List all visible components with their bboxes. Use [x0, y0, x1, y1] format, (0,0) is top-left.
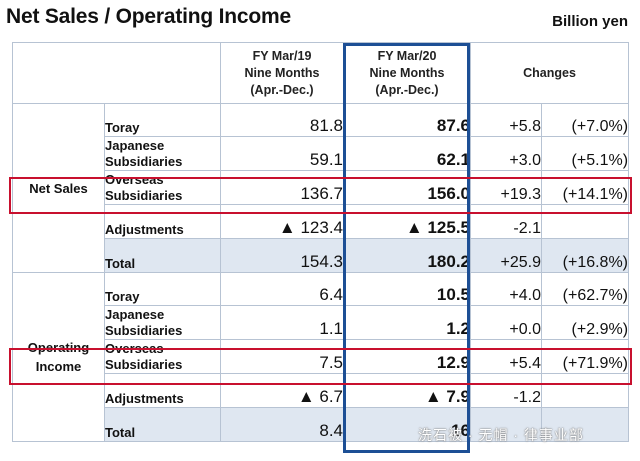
row-label-line: Subsidiaries — [105, 323, 183, 338]
table-row: Japanese Subsidiaries 59.1 62.1 +3.0 (+5… — [13, 136, 630, 171]
row-label: Japanese Subsidiaries — [104, 305, 221, 340]
row-label: Overseas Subsidiaries — [104, 170, 221, 205]
fy19-value: ▲ 6.7 — [220, 373, 344, 408]
change-percent — [540, 204, 630, 239]
row-label-line: Adjustments — [105, 222, 184, 237]
row-label-line: Toray — [105, 120, 140, 135]
change-value: +0.0 — [470, 305, 542, 340]
fy19-value: 1.1 — [220, 305, 344, 340]
change-percent: (+5.1%) — [540, 136, 630, 171]
header-fy20-line: (Apr.-Dec.) — [375, 82, 439, 97]
row-label: Toray — [104, 103, 221, 137]
row-label-line: Total — [105, 425, 136, 440]
table-row: Japanese Subsidiaries 1.1 1.2 +0.0 (+2.9… — [13, 305, 630, 340]
header-blank — [12, 42, 221, 104]
section-label: Operating — [27, 340, 90, 355]
header-changes: Changes — [469, 42, 630, 104]
row-label-line: Overseas — [105, 172, 164, 187]
header-fy19-line: FY Mar/19 — [252, 48, 312, 63]
fy20-value: 62.1 — [343, 136, 471, 171]
table-row: Adjustments ▲ 6.7 ▲ 7.9 -1.2 — [13, 373, 630, 408]
fy20-value: 12.9 — [343, 339, 471, 374]
row-label: Total — [104, 407, 221, 442]
table-row: Adjustments ▲ 123.4 ▲ 125.5 -2.1 — [13, 204, 630, 239]
unit-label: Billion yen — [552, 13, 628, 30]
row-label-line: Adjustments — [105, 391, 184, 406]
fy20-value: 1.2 — [343, 305, 471, 340]
header-fy20: FY Mar/20 Nine Months (Apr.-Dec.) — [343, 42, 471, 104]
fy20-value: ▲ 7.9 — [343, 373, 471, 408]
row-label: Toray — [104, 272, 221, 306]
fy20-value: ▲ 125.5 — [343, 204, 471, 239]
fy20-value: 180.2 — [343, 238, 471, 273]
fy19-value: 7.5 — [220, 339, 344, 374]
fy19-value: 8.4 — [220, 407, 344, 442]
section-label: Income — [35, 359, 82, 374]
row-label: Adjustments — [104, 204, 221, 239]
row-label-line: Overseas — [105, 341, 164, 356]
section-label: Net Sales — [29, 180, 88, 196]
fy20-value: 16 — [343, 407, 471, 442]
fy19-value: ▲ 123.4 — [220, 204, 344, 239]
section-operating-income: Operating Income — [12, 272, 105, 442]
row-label: Adjustments — [104, 373, 221, 408]
fy19-value: 6.4 — [220, 272, 344, 306]
change-percent: (+16.8%) — [540, 238, 630, 273]
change-value: +25.9 — [470, 238, 542, 273]
change-value: -2.1 — [470, 204, 542, 239]
change-percent — [540, 407, 630, 442]
table-row: Operating Income Toray 6.4 10.5 +4.0 (+6… — [12, 272, 630, 442]
fy19-value: 136.7 — [220, 170, 344, 205]
change-value: -1.2 — [470, 373, 542, 408]
header-fy19-line: (Apr.-Dec.) — [250, 82, 314, 97]
change-value: +5.4 — [470, 339, 542, 374]
fy20-value: 10.5 — [343, 272, 471, 306]
table-row: Overseas Subsidiaries 7.5 12.9 +5.4 (+71… — [13, 339, 630, 374]
row-label-line: Subsidiaries — [105, 357, 183, 372]
page-title: Net Sales / Operating Income — [6, 5, 291, 28]
change-percent: (+62.7%) — [540, 272, 630, 306]
header-fy19-line: Nine Months — [244, 65, 320, 80]
row-label: Total — [104, 238, 221, 273]
change-value: +5.8 — [470, 103, 542, 137]
change-percent: (+2.9%) — [540, 305, 630, 340]
header-fy20-line: Nine Months — [369, 65, 445, 80]
row-label-line: Subsidiaries — [105, 154, 183, 169]
fy20-value: 156.0 — [343, 170, 471, 205]
change-percent: (+14.1%) — [540, 170, 630, 205]
fy19-value: 59.1 — [220, 136, 344, 171]
row-label-line: Subsidiaries — [105, 188, 183, 203]
financial-table: FY Mar/19 Nine Months (Apr.-Dec.) FY Mar… — [12, 42, 630, 442]
change-value: +3.0 — [470, 136, 542, 171]
change-percent: (+71.9%) — [540, 339, 630, 374]
header-fy20-line: FY Mar/20 — [377, 48, 437, 63]
watermark: 洗石被 · 无帽 · 律事业部 — [418, 427, 584, 443]
row-label: Overseas Subsidiaries — [104, 339, 221, 374]
table-row-total: Total 154.3 180.2 +25.9 (+16.8%) — [13, 238, 630, 273]
section-net-sales: Net Sales — [12, 103, 105, 273]
row-label: Japanese Subsidiaries — [104, 136, 221, 171]
change-value: +19.3 — [470, 170, 542, 205]
change-value: +4.0 — [470, 272, 542, 306]
row-label-line: Japanese — [105, 307, 165, 322]
change-percent: (+7.0%) — [540, 103, 630, 137]
row-label-line: Toray — [105, 289, 140, 304]
table-row: Overseas Subsidiaries 136.7 156.0 +19.3 … — [13, 170, 630, 205]
change-percent — [540, 373, 630, 408]
row-label-line: Japanese — [105, 138, 165, 153]
fy19-value: 81.8 — [220, 103, 344, 137]
fy20-value: 87.6 — [343, 103, 471, 137]
table-row: Net Sales Toray 81.8 87.6 +5.8 (+7.0%) — [12, 103, 630, 273]
fy19-value: 154.3 — [220, 238, 344, 273]
header-fy19: FY Mar/19 Nine Months (Apr.-Dec.) — [220, 42, 344, 104]
row-label-line: Total — [105, 256, 136, 271]
